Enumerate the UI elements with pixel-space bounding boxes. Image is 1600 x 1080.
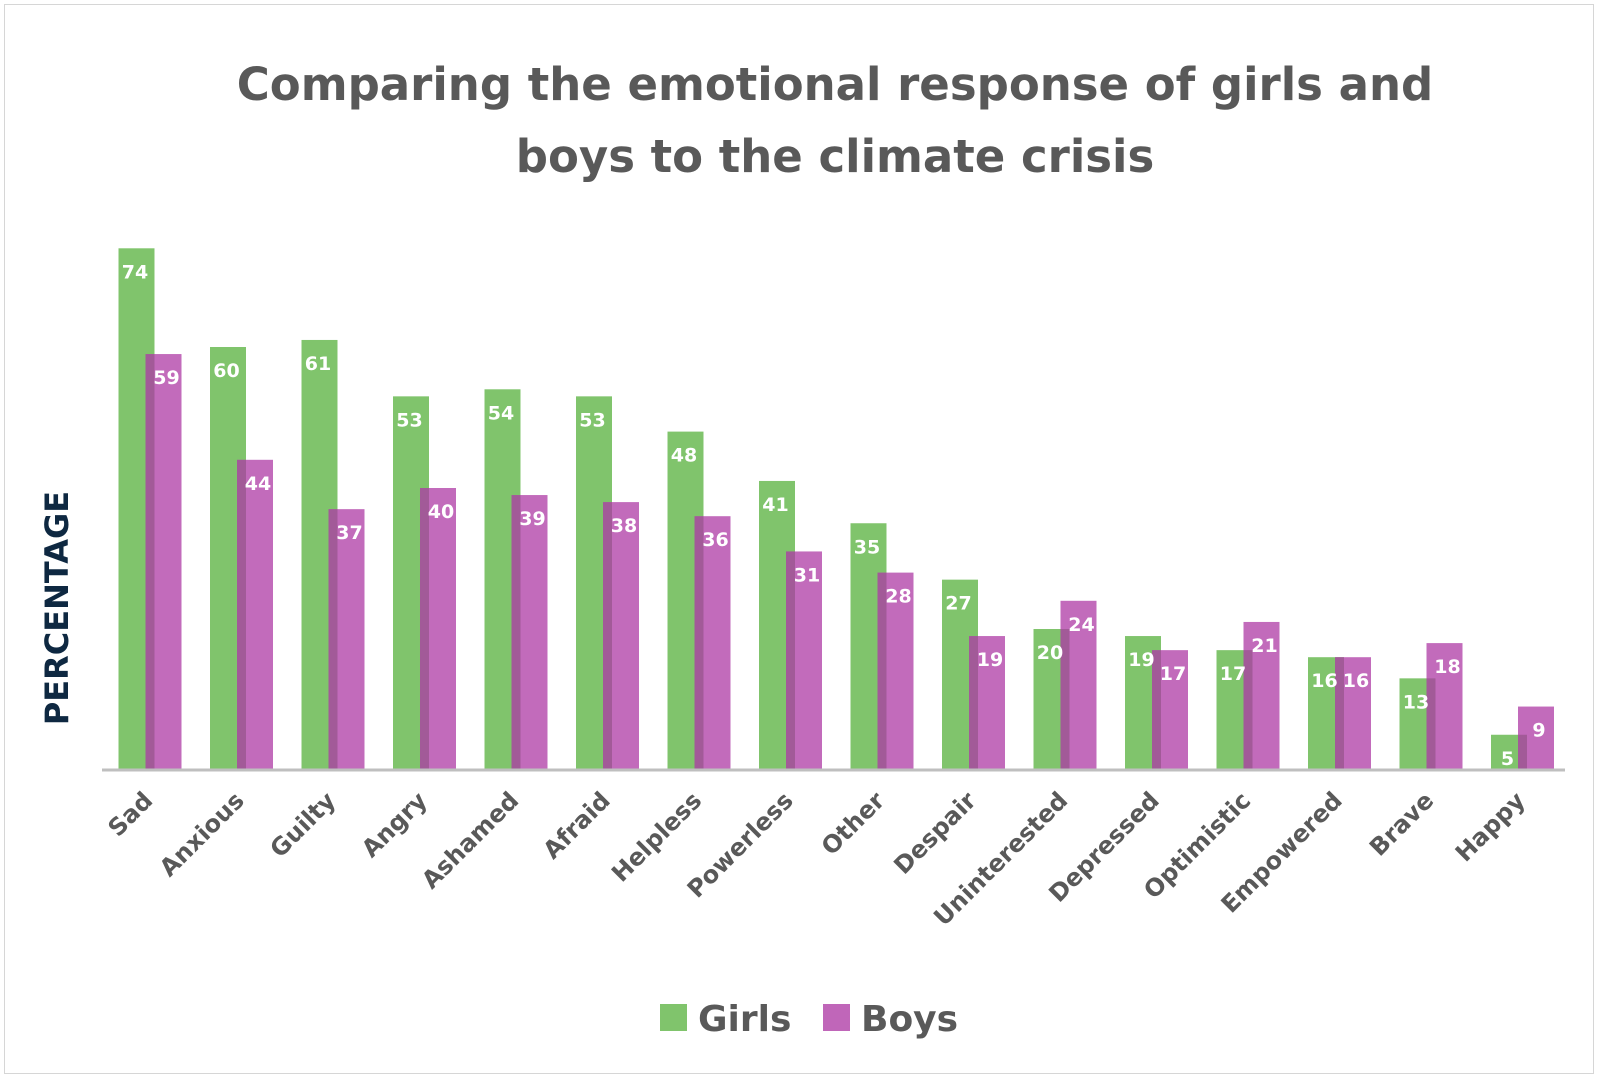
bar-overlap-optimistic (1243, 650, 1253, 770)
data-label-boys-sad: 59 (153, 367, 179, 389)
x-tick-label-angry: Angry (356, 786, 433, 863)
x-tick-label-ashamed: Ashamed (416, 786, 524, 894)
data-label-girls-empowered: 16 (1311, 670, 1337, 692)
bar-overlap-other (877, 572, 887, 770)
data-label-girls-angry: 53 (396, 409, 422, 431)
data-label-girls-anxious: 60 (213, 360, 239, 382)
bar-overlap-depressed (1152, 650, 1161, 770)
data-label-girls-brave: 13 (1403, 691, 1429, 713)
bars-layer (118, 248, 1554, 771)
chart-title-line-1: Comparing the emotional response of girl… (237, 58, 1433, 111)
legend: Girls Boys (660, 999, 958, 1040)
data-label-girls-guilty: 61 (305, 353, 331, 375)
data-label-boys-happy: 9 (1532, 720, 1545, 742)
bar-overlap-sad (145, 354, 155, 770)
data-label-boys-helpless: 36 (702, 529, 728, 551)
data-label-girls-other: 35 (854, 536, 880, 558)
data-label-girls-happy: 5 (1501, 748, 1514, 770)
bar-overlap-angry (420, 488, 429, 770)
data-label-girls-afraid: 53 (579, 409, 605, 431)
data-label-boys-empowered: 16 (1343, 670, 1369, 692)
bar-overlap-despair (969, 636, 978, 770)
x-tick-label-happy: Happy (1450, 786, 1531, 867)
data-label-boys-uninterested: 24 (1068, 614, 1094, 636)
bar-overlap-afraid (603, 502, 612, 770)
data-label-boys-anxious: 44 (245, 473, 271, 495)
data-label-boys-powerless: 31 (794, 564, 820, 586)
legend-swatch-boys (823, 1004, 850, 1031)
data-label-girls-ashamed: 54 (488, 402, 514, 424)
data-label-girls-despair: 27 (945, 593, 971, 615)
data-label-boys-brave: 18 (1434, 656, 1460, 678)
chart-title-line-2: boys to the climate crisis (516, 130, 1155, 183)
chart-frame (4, 4, 1594, 1074)
x-tick-label-guilty: Guilty (265, 786, 342, 863)
legend-swatch-girls (660, 1004, 687, 1031)
bar-overlap-powerless (786, 551, 795, 770)
data-label-boys-ashamed: 39 (519, 508, 545, 530)
x-tick-label-anxious: Anxious (154, 786, 250, 882)
bar-overlap-anxious (237, 459, 246, 770)
x-tick-label-despair: Despair (888, 786, 981, 879)
legend-label-boys: Boys (861, 999, 958, 1040)
data-label-boys-despair: 19 (977, 649, 1003, 671)
data-label-girls-powerless: 41 (762, 494, 788, 516)
data-label-girls-helpless: 48 (671, 445, 697, 467)
bar-overlap-ashamed (511, 495, 521, 770)
data-label-boys-depressed: 17 (1160, 663, 1186, 685)
data-label-boys-guilty: 37 (336, 522, 362, 544)
data-label-boys-optimistic: 21 (1251, 635, 1277, 657)
bar-overlap-guilty (328, 509, 338, 770)
data-label-boys-angry: 40 (428, 501, 454, 523)
bar-overlap-helpless (694, 516, 704, 770)
data-label-boys-other: 28 (885, 586, 911, 608)
data-label-girls-sad: 74 (122, 261, 148, 283)
data-label-girls-optimistic: 17 (1220, 663, 1246, 685)
bar-overlap-brave (1426, 678, 1436, 770)
bar-overlap-uninterested (1060, 629, 1070, 770)
x-tick-label-afraid: Afraid (538, 786, 616, 864)
x-tick-label-brave: Brave (1364, 786, 1439, 861)
legend-label-girls: Girls (698, 999, 791, 1040)
data-label-boys-afraid: 38 (611, 515, 637, 537)
x-tick-label-sad: Sad (103, 786, 159, 842)
bar-overlap-happy (1518, 734, 1527, 770)
data-label-girls-depressed: 19 (1128, 649, 1154, 671)
data-label-girls-uninterested: 20 (1037, 642, 1063, 664)
bar-overlap-empowered (1335, 657, 1344, 770)
y-axis-label: PERCENTAGE (38, 491, 76, 725)
x-tick-label-other: Other (816, 786, 890, 860)
